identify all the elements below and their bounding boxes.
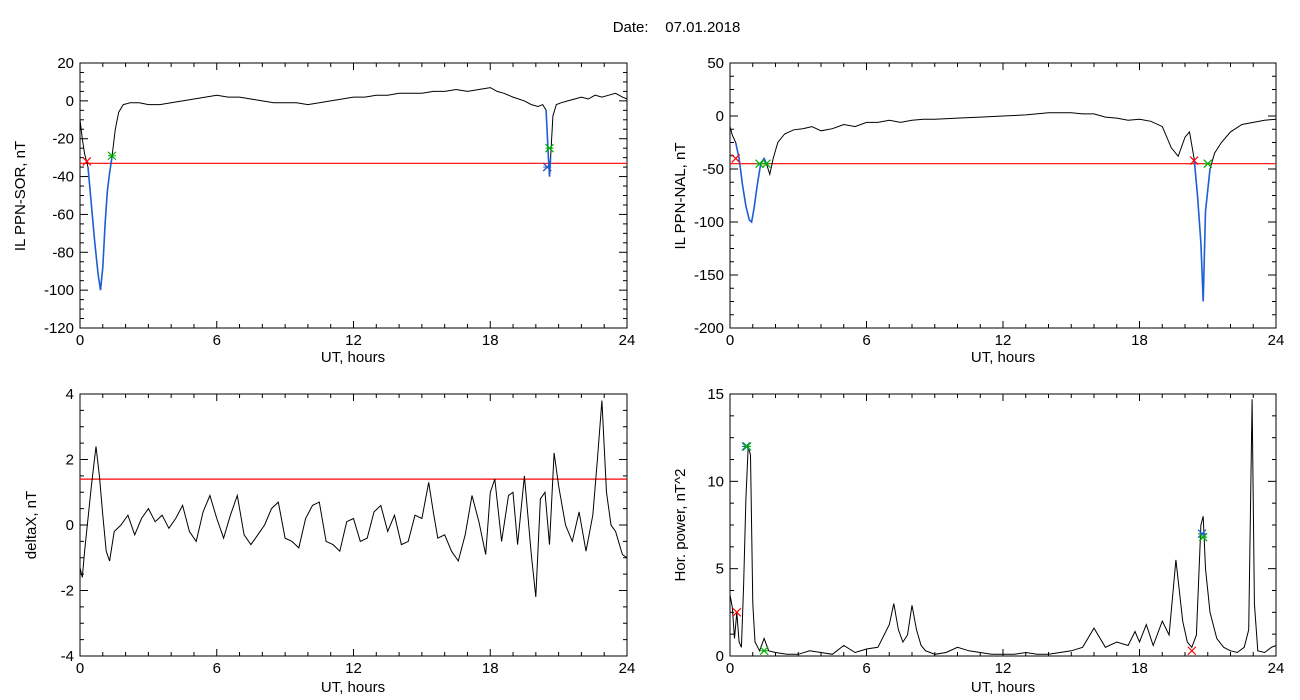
y-axis-label: IL PPN-NAL, nT: [672, 143, 689, 250]
y-tick-label: 0: [66, 93, 74, 110]
series-line: [79, 400, 628, 598]
marker-end: [1198, 532, 1208, 542]
marker-start: [82, 157, 92, 166]
y-tick-label: -40: [52, 169, 74, 186]
series-line: [729, 112, 1277, 302]
plot-frame: [729, 62, 1277, 329]
y-axis-label: deltaX, nT: [23, 491, 40, 559]
plot-frame: [79, 62, 628, 329]
x-axis-label: UT, hours: [971, 679, 1035, 696]
axis-ticks: 0 6 12 18 24 50 0 -50 -100 -150 -200: [694, 55, 1284, 349]
axis-ticks: 0 6 12 18 24 15 10 5 0: [707, 386, 1284, 677]
y-tick-label: -2: [61, 583, 74, 600]
marker-peak: [542, 162, 552, 172]
series-group: [79, 400, 628, 598]
plot-frame: [729, 393, 1277, 657]
x-tick-label: 12: [345, 332, 362, 349]
y-tick-label: -80: [52, 244, 74, 261]
series-line: [729, 399, 1277, 655]
marker-end: [742, 441, 752, 451]
y-tick-label: 20: [57, 55, 74, 72]
date-value: 07.01.2018: [665, 19, 741, 36]
y-tick-label: 50: [707, 55, 724, 72]
x-axis-label: UT, hours: [321, 349, 385, 366]
x-tick-label: 24: [1268, 332, 1285, 349]
x-tick-label: 12: [995, 660, 1012, 677]
x-tick-label: 18: [1131, 332, 1148, 349]
marker-end: [545, 143, 554, 153]
axis-ticks: 0 6 12 18 24 20 0 -20 -40 -60 -80 -100 -120: [44, 55, 635, 349]
axis-ticks: 0 6 12 18 24 4 2 0 -2 -4: [61, 386, 636, 677]
x-axis-label: UT, hours: [971, 349, 1035, 366]
series-group: [729, 112, 1277, 302]
marker-end: [759, 646, 769, 656]
y-tick-label: -120: [44, 320, 74, 337]
x-tick-label: 0: [726, 660, 734, 677]
x-tick-label: 6: [862, 332, 870, 349]
y-tick-label: -20: [52, 131, 74, 148]
markers-group: [732, 441, 1208, 656]
y-tick-label: 15: [707, 386, 724, 403]
y-tick-label: 2: [66, 452, 74, 469]
x-tick-label: 6: [213, 332, 221, 349]
x-tick-label: 18: [1131, 660, 1148, 677]
x-tick-label: 0: [726, 332, 734, 349]
panel-ppn-sor: 0 6 12 18 24 20 0 -20 -40 -60 -80 -100 -120 UT, hour…: [12, 55, 635, 366]
y-tick-label: -200: [694, 320, 724, 337]
y-tick-label: 4: [66, 386, 74, 403]
x-tick-label: 18: [482, 332, 499, 349]
x-tick-label: 18: [482, 660, 499, 677]
x-tick-label: 12: [995, 332, 1012, 349]
markers-group: [82, 143, 554, 172]
panel-hor-power: 0 6 12 18 24 15 10 5 0 UT, hours Hor. power, nT^…: [672, 386, 1284, 696]
marker-start: [1187, 646, 1197, 656]
y-tick-label: 0: [716, 648, 724, 665]
panel-ppn-nal: 0 6 12 18 24 50 0 -50 -100 -150 -200 UT, hours IL …: [672, 55, 1284, 366]
x-tick-label: 6: [862, 660, 870, 677]
y-tick-label: -50: [702, 161, 724, 178]
series-group: [79, 87, 628, 291]
y-tick-label: -100: [44, 282, 74, 299]
marker-start: [731, 153, 741, 163]
marker-start: [1189, 156, 1199, 165]
event-segment: [1193, 158, 1211, 302]
x-tick-label: 24: [619, 332, 636, 349]
series-line: [79, 87, 628, 291]
y-tick-label: 0: [66, 517, 74, 534]
y-tick-label: -150: [694, 267, 724, 284]
x-tick-label: 24: [619, 660, 636, 677]
x-tick-label: 12: [345, 660, 362, 677]
date-label: Date:: [612, 19, 649, 36]
y-tick-label: 10: [707, 473, 724, 490]
markers-group: [731, 153, 1213, 169]
y-axis-label: IL PPN-SOR, nT: [12, 141, 29, 251]
marker-end: [755, 159, 764, 169]
marker-end: [761, 159, 771, 169]
panel-deltax: 0 6 12 18 24 4 2 0 -2 -4 UT, hours deltaX, nT: [23, 386, 635, 696]
event-segment: [87, 157, 113, 291]
marker-end: [1203, 159, 1213, 169]
x-tick-label: 6: [213, 660, 221, 677]
y-tick-label: 0: [716, 108, 724, 125]
y-axis-label: Hor. power, nT^2: [672, 469, 689, 582]
plot-frame: [79, 393, 628, 657]
y-tick-label: 5: [716, 561, 724, 578]
x-tick-label: 0: [76, 660, 84, 677]
date-header: Date: 07.01.2018: [0, 19, 1300, 36]
event-segment: [734, 142, 768, 224]
marker-end: [107, 151, 117, 161]
x-tick-label: 24: [1268, 660, 1285, 677]
y-tick-label: -4: [61, 648, 74, 665]
series-group: [729, 399, 1277, 655]
x-tick-label: 0: [76, 332, 84, 349]
y-tick-label: -60: [52, 206, 74, 223]
y-tick-label: -100: [694, 214, 724, 231]
x-axis-label: UT, hours: [321, 679, 385, 696]
marker-start: [732, 607, 742, 617]
